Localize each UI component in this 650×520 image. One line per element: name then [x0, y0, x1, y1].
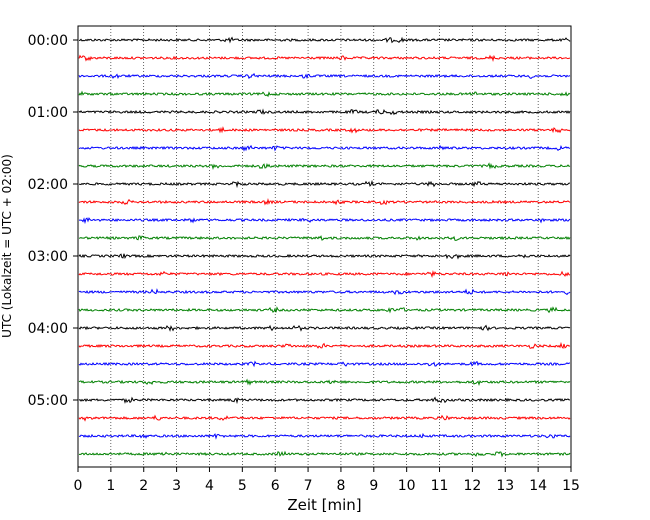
seismogram-trace [78, 72, 571, 80]
seismogram-trace [79, 217, 571, 225]
seismogram-trace [78, 36, 571, 44]
x-tick-label: 6 [271, 478, 280, 494]
x-tick-label: 11 [431, 478, 449, 494]
x-tick-label: 13 [496, 478, 514, 494]
x-tick-label: 5 [238, 478, 247, 494]
x-tick-label: 4 [205, 478, 214, 494]
seismogram-trace [78, 162, 571, 171]
y-tick-label: 04:00 [28, 321, 68, 337]
seismogram-trace [78, 54, 571, 62]
seismogram-trace [78, 288, 571, 296]
seismogram-trace [78, 253, 571, 260]
seismogram-trace [78, 396, 571, 405]
seismogram-trace [78, 414, 571, 422]
seismogram-trace [78, 197, 571, 206]
seismogram-trace [78, 90, 571, 98]
y-axis-ticks: 00:00 01:00 02:00 03:00 04:00 05:00 [28, 33, 78, 409]
x-axis-label: Zeit [min] [287, 496, 361, 514]
x-tick-label: 14 [529, 478, 547, 494]
seismogram-trace [78, 341, 571, 350]
y-tick-label: 05:00 [28, 393, 68, 409]
x-tick-label: 15 [562, 478, 580, 494]
x-tick-label: 0 [74, 478, 83, 494]
y-axis-label: UTC (Lokalzeit = UTC + 02:00) [0, 154, 14, 338]
seismogram-trace [78, 360, 571, 368]
y-tick-label: 00:00 [28, 33, 68, 49]
y-tick-label: 01:00 [28, 105, 68, 121]
y-tick-label: 03:00 [28, 249, 68, 265]
seismogram-trace [78, 269, 571, 279]
seismogram-trace [78, 235, 571, 241]
seismogram-trace [78, 126, 571, 134]
seismogram-trace [78, 324, 571, 332]
seismogram-trace [78, 450, 571, 458]
seismogram-traces [78, 36, 571, 458]
x-tick-label: 8 [336, 478, 345, 494]
x-tick-label: 12 [463, 478, 481, 494]
seismogram-trace [78, 108, 571, 116]
x-tick-label: 7 [304, 478, 313, 494]
seismogram-trace [78, 378, 571, 386]
seismogram-trace [78, 144, 571, 152]
plot-frame [77, 25, 572, 468]
seismogram-trace [78, 179, 571, 189]
x-tick-label: 9 [369, 478, 378, 494]
seismogram-trace [78, 432, 571, 440]
x-tick-label: 3 [172, 478, 181, 494]
y-tick-label: 02:00 [28, 177, 68, 193]
x-axis-ticks: 0 1 2 3 4 5 6 7 8 9 10 11 12 13 14 15 [74, 467, 580, 494]
x-tick-label: 1 [106, 478, 115, 494]
x-tick-label: 2 [139, 478, 148, 494]
x-tick-label: 10 [398, 478, 416, 494]
seismogram-trace [78, 306, 571, 314]
